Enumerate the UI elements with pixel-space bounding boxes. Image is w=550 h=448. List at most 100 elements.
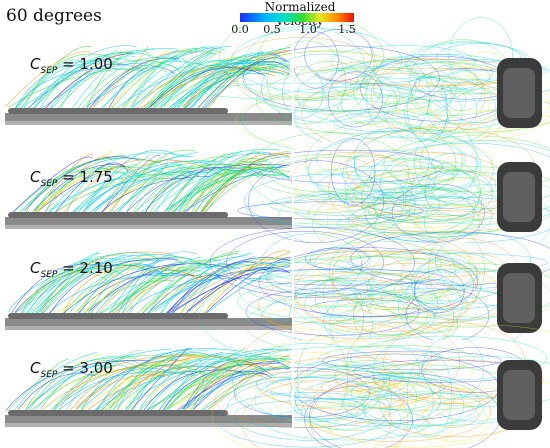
vortex-loop (230, 28, 402, 93)
vortex-loop (380, 140, 550, 225)
vortex-loop (258, 247, 478, 317)
vortex-loop (353, 127, 430, 194)
vortex-loop (448, 77, 490, 131)
streamline (39, 254, 177, 313)
vortex-loop (436, 43, 521, 72)
ground-plane (5, 415, 293, 423)
streamline (189, 158, 268, 217)
streamline (60, 263, 186, 316)
streamline (124, 352, 271, 410)
streamline (88, 265, 184, 322)
streamline (53, 59, 179, 114)
streamline (198, 266, 291, 321)
streamline (145, 353, 242, 413)
streamline (168, 150, 243, 216)
vortex-loop (356, 58, 550, 102)
streamline (140, 251, 241, 317)
vortex-loop (242, 45, 440, 112)
vortex-loop (249, 149, 444, 184)
streamline (19, 52, 136, 117)
streamline (20, 254, 133, 314)
vortex-loop (304, 272, 439, 338)
streamline (174, 151, 272, 211)
streamline (203, 256, 291, 316)
streamline (201, 57, 287, 112)
streamline (63, 159, 169, 213)
streamline (5, 360, 151, 411)
streamline (166, 70, 241, 107)
panel-label-2: CSEP = 1.75 (30, 168, 113, 189)
streamline (177, 64, 291, 115)
streamline (198, 46, 291, 114)
vortex-loop (305, 120, 457, 205)
streamline (124, 263, 235, 315)
streamline (146, 348, 246, 414)
vortex-loop (309, 165, 474, 193)
streamline (43, 364, 168, 418)
streamline (21, 157, 109, 212)
streamline (30, 45, 137, 112)
streamline (76, 64, 168, 116)
vortex-loop (265, 374, 446, 400)
streamline (154, 149, 281, 214)
vortex-loop (419, 169, 497, 199)
vortex-loop (295, 377, 441, 427)
streamline (89, 259, 183, 315)
streamline (153, 63, 266, 107)
vortex-loop (294, 365, 392, 430)
streamline (46, 48, 179, 114)
vortex-loop (267, 40, 346, 125)
streamline (142, 263, 278, 322)
streamline (130, 63, 264, 117)
streamline (13, 46, 92, 114)
streamline (150, 51, 288, 108)
vortex-loop (380, 268, 550, 328)
streamline (137, 263, 270, 314)
vortex-loop (268, 154, 375, 193)
vortex-loop (388, 195, 493, 238)
streamline (74, 353, 196, 409)
streamline (166, 170, 248, 214)
vortex-loop (347, 252, 548, 273)
streamline (18, 373, 97, 410)
streamline (200, 162, 277, 212)
train-window (503, 273, 535, 323)
streamline (167, 47, 291, 114)
vortex-loop (416, 401, 488, 442)
streamline (172, 373, 268, 415)
streamline (165, 65, 232, 115)
streamline (92, 256, 202, 320)
streamline (163, 167, 287, 213)
streamline (112, 259, 221, 321)
streamline (190, 252, 291, 312)
streamline (77, 263, 163, 317)
colorbar-tick: 1.5 (338, 23, 356, 36)
ground-plane (5, 113, 293, 121)
streamline (130, 46, 231, 111)
vortex-loop (329, 45, 476, 79)
vortex-loop (331, 262, 497, 309)
vortex-loop (373, 53, 493, 92)
streamline (126, 348, 189, 415)
vortex-loop (372, 192, 441, 220)
streamline (36, 52, 160, 113)
vortex-loop (383, 135, 550, 193)
vortex-loop (409, 74, 550, 135)
streamline (115, 164, 192, 218)
panel-label-1: CSEP = 1.00 (30, 55, 113, 76)
vortex-loop (333, 112, 423, 132)
vortex-loop (303, 278, 402, 300)
streamline (185, 363, 280, 416)
streamline (153, 349, 291, 417)
vortex-loop (254, 376, 379, 422)
streamline (65, 364, 136, 412)
streamline (40, 359, 191, 412)
vortex-loop (359, 382, 421, 409)
streamline (103, 159, 222, 211)
vortex-loop (349, 335, 547, 381)
vortex-loop (237, 201, 424, 220)
vortex-loop (394, 263, 550, 318)
streamline (133, 164, 262, 211)
streamline (28, 365, 113, 418)
streamline (36, 252, 156, 316)
